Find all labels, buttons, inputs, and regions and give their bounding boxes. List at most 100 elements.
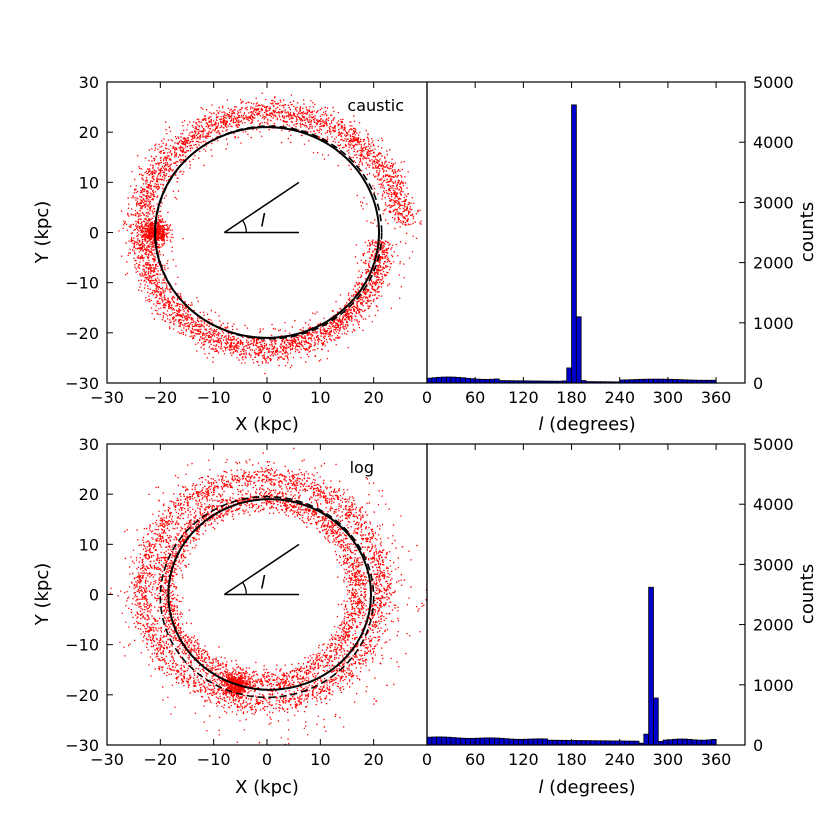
angle-arc	[242, 581, 247, 595]
y-tick-label: 4000	[753, 495, 794, 514]
y-tick-label: −20	[65, 324, 99, 343]
y-tick-label: 10	[79, 173, 99, 192]
x-axis-label: X (kpc)	[235, 777, 299, 798]
histogram-bar	[653, 697, 659, 746]
histogram-bar	[465, 737, 471, 746]
angle-diagram	[223, 181, 300, 234]
y-tick-label: −10	[65, 636, 99, 655]
y-tick-label: 0	[753, 736, 763, 755]
x-tick-label: 60	[465, 388, 485, 407]
histogram-bar	[566, 367, 572, 384]
y-axis-label: counts	[797, 202, 818, 262]
histogram-bar	[508, 738, 515, 746]
histogram-bar	[498, 737, 505, 746]
x-tick-label: 20	[363, 388, 383, 407]
histogram-bar	[426, 736, 433, 746]
histogram-bar	[479, 737, 486, 746]
histogram-bar	[648, 586, 654, 746]
histogram-bar	[494, 378, 500, 384]
tick-labels: 0 60 120 180 240 300 360 0 1000 2000 3000 4000 5000	[422, 435, 794, 769]
histogram-bars	[426, 586, 717, 746]
x-tick-label: 300	[653, 388, 684, 407]
x-tick-label: 0	[422, 388, 432, 407]
histogram-bar	[547, 739, 553, 746]
y-tick-label: 5000	[753, 435, 794, 454]
histogram-bar	[455, 376, 462, 384]
histogram-bar	[571, 104, 577, 384]
histogram-bar	[455, 737, 462, 746]
histogram-bar	[662, 739, 669, 746]
histogram-bar	[431, 377, 438, 384]
x-tick-label: −10	[197, 388, 231, 407]
histogram-bar	[489, 737, 495, 746]
stream-particle-cloud	[118, 92, 422, 375]
y-tick-label: 0	[89, 224, 99, 243]
histogram-bar	[604, 740, 611, 746]
scatter-panel-log: l log −30 −20 −10 0 10 20 −30 −20 −10 0 10 20 30 X (…	[32, 435, 428, 798]
histogram-bar	[436, 736, 442, 746]
y-tick-label: 3000	[753, 555, 794, 574]
y-tick-label: −20	[65, 686, 99, 705]
y-tick-label: 0	[89, 586, 99, 605]
panel-label: log	[350, 458, 374, 477]
histogram-bar	[518, 738, 524, 746]
x-tick-label: −20	[143, 388, 177, 407]
x-axis-label: l (degrees)	[538, 414, 635, 435]
histogram-bar	[484, 737, 491, 746]
x-axis-label: X (kpc)	[235, 414, 299, 435]
y-tick-label: 3000	[753, 193, 794, 212]
histogram-bar	[686, 738, 693, 746]
x-tick-label: 0	[262, 750, 272, 769]
histogram-bar	[580, 740, 587, 746]
y-tick-label: 4000	[753, 133, 794, 152]
y-tick-label: −30	[65, 374, 99, 393]
histogram-bars	[426, 104, 717, 384]
y-tick-label: −30	[65, 736, 99, 755]
histogram-bar	[585, 740, 592, 746]
y-axis-label: Y (kpc)	[32, 201, 53, 265]
y-axis-label: Y (kpc)	[32, 563, 53, 627]
axes-frame	[426, 81, 746, 384]
histogram-bar	[460, 737, 466, 746]
y-tick-label: 1000	[753, 314, 794, 333]
angle-symbol: l	[260, 211, 265, 232]
x-tick-label: 360	[701, 388, 732, 407]
histogram-bar	[445, 376, 452, 384]
histogram-bar	[494, 737, 500, 746]
orbit-dashed	[154, 125, 383, 340]
scatter-panel-caustic: l caustic −30 −20 −10 0 10 20 −30 −20 −10 0 10 20 30…	[32, 73, 428, 435]
y-tick-label: 20	[79, 485, 99, 504]
histogram-bar	[460, 377, 466, 384]
axes-frame	[426, 443, 746, 746]
histogram-panel-bottom: 0 60 120 180 240 300 360010002000300040005000 …	[422, 435, 818, 798]
orbit-curves	[159, 495, 375, 699]
histogram-bar	[436, 376, 442, 384]
histogram-bar	[701, 739, 707, 746]
histogram-bar	[600, 740, 606, 746]
histogram-bar	[431, 736, 438, 746]
histogram-bar	[441, 376, 447, 384]
x-tick-label: 20	[363, 750, 383, 769]
histogram-bar	[710, 739, 717, 746]
y-tick-label: 0	[753, 374, 763, 393]
y-axis-label: counts	[797, 564, 818, 624]
tick-labels: −30 −20 −10 0 10 20 −30 −20 −10 0 10 20 30	[65, 73, 384, 407]
stream-particles	[118, 92, 422, 375]
histogram-bar	[672, 738, 678, 746]
histogram-bar	[441, 736, 447, 746]
angle-diagram	[223, 543, 300, 596]
histogram-bar	[465, 377, 471, 384]
histogram-bar	[513, 738, 519, 746]
x-tick-label: 240	[604, 750, 635, 769]
x-tick-label: 10	[310, 750, 330, 769]
x-tick-label: 0	[422, 750, 432, 769]
histogram-panel-top: 0 60 120 180 240 300 360010002000300040005000 …	[422, 73, 818, 435]
histogram-bar	[469, 378, 476, 384]
histogram-bar	[450, 737, 457, 746]
stream-particle-cloud	[109, 447, 428, 746]
y-tick-label: 2000	[753, 616, 794, 635]
tick-labels: −30 −20 −10 0 10 20 −30 −20 −10 0 10 20 30	[65, 435, 384, 769]
histogram-bar	[522, 738, 529, 746]
y-tick-label: 5000	[753, 73, 794, 92]
